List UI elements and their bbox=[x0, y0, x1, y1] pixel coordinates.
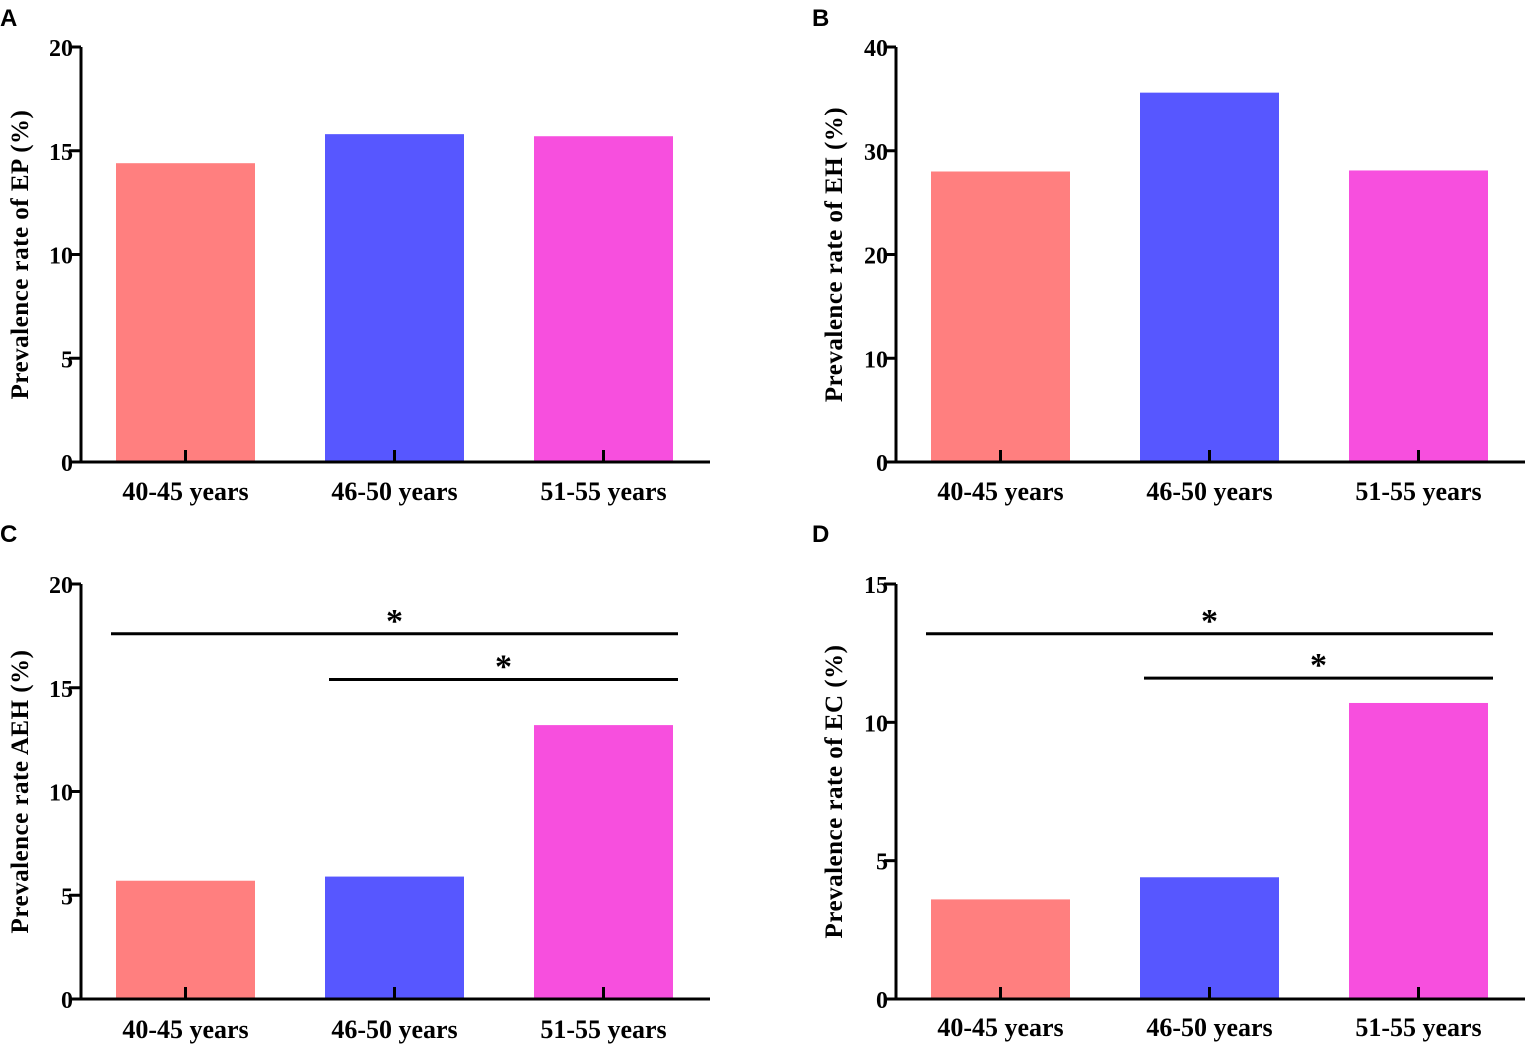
bar-1 bbox=[931, 899, 1070, 999]
chart-panel-b: B 0 10 20 30 40 40-45 years 46-50 years 51-55 ye… bbox=[812, 5, 1525, 506]
bar-2 bbox=[325, 134, 464, 462]
category-label: 40-45 years bbox=[937, 477, 1063, 506]
y-axis-label: Prevalence rate of EP (%) bbox=[7, 110, 34, 400]
y-tick-label: 30 bbox=[864, 140, 888, 166]
chart-panel-d: D 0 5 10 15 40-45 years 46-50 years 51-55 years… bbox=[812, 521, 1525, 1042]
bar-3 bbox=[1349, 170, 1488, 462]
y-tick-label: 20 bbox=[49, 573, 73, 599]
y-tick-label: 0 bbox=[876, 451, 888, 477]
significance-star: * bbox=[1310, 647, 1327, 684]
y-axis-label: Prevalence rate AEH (%) bbox=[7, 650, 34, 934]
category-label: 51-55 years bbox=[540, 477, 666, 506]
category-label: 46-50 years bbox=[331, 477, 457, 506]
y-tick-label: 5 bbox=[61, 884, 73, 910]
category-label: 51-55 years bbox=[1355, 477, 1481, 506]
significance-star: * bbox=[495, 648, 512, 685]
bar-2 bbox=[1140, 877, 1279, 999]
y-tick-label: 10 bbox=[49, 244, 73, 270]
panel-letter: D bbox=[812, 521, 829, 548]
category-label: 46-50 years bbox=[1146, 1013, 1272, 1042]
category-label: 46-50 years bbox=[331, 1015, 457, 1044]
y-tick-label: 5 bbox=[61, 347, 73, 373]
significance-star: * bbox=[386, 603, 403, 640]
bar-1 bbox=[116, 880, 255, 999]
significance-star: * bbox=[1201, 603, 1218, 640]
y-tick-label: 15 bbox=[49, 140, 73, 166]
y-tick-label: 40 bbox=[864, 36, 888, 62]
bar-2 bbox=[1140, 92, 1279, 463]
panel-letter: A bbox=[0, 5, 17, 32]
category-label: 51-55 years bbox=[540, 1015, 666, 1044]
chart-panel-a: A 0 5 10 15 20 40-45 years 46-50 years 51-55 yea… bbox=[0, 5, 710, 506]
panel-letter: B bbox=[812, 5, 829, 32]
bar-3 bbox=[534, 725, 673, 999]
y-tick-label: 20 bbox=[49, 36, 73, 62]
y-tick-label: 20 bbox=[864, 244, 888, 270]
y-tick-label: 0 bbox=[876, 988, 888, 1014]
y-axis-label: Prevalence rate of EH (%) bbox=[821, 107, 848, 402]
y-tick-label: 5 bbox=[876, 850, 888, 876]
chart-panel-c: C 0 5 10 15 20 40-45 years 46-50 years 51-55 yea… bbox=[0, 521, 710, 1044]
category-label: 40-45 years bbox=[122, 477, 248, 506]
y-tick-label: 0 bbox=[61, 988, 73, 1014]
bar-3 bbox=[1349, 702, 1488, 999]
category-label: 51-55 years bbox=[1355, 1013, 1481, 1042]
bar-3 bbox=[534, 136, 673, 462]
panel-letter: C bbox=[0, 521, 17, 548]
y-tick-label: 10 bbox=[864, 347, 888, 373]
bar-2 bbox=[325, 876, 464, 999]
y-tick-label: 0 bbox=[61, 451, 73, 477]
y-tick-label: 15 bbox=[864, 573, 888, 599]
y-tick-label: 15 bbox=[49, 677, 73, 703]
category-label: 40-45 years bbox=[937, 1013, 1063, 1042]
category-label: 46-50 years bbox=[1146, 477, 1272, 506]
y-tick-label: 10 bbox=[864, 711, 888, 737]
category-label: 40-45 years bbox=[122, 1015, 248, 1044]
y-tick-label: 10 bbox=[49, 781, 73, 807]
bar-1 bbox=[931, 171, 1070, 462]
y-axis-label: Prevalence rate of EC (%) bbox=[821, 645, 848, 939]
bar-1 bbox=[116, 163, 255, 462]
